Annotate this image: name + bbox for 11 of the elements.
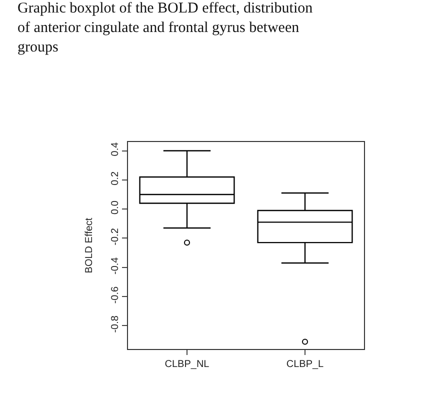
y-tick-label: -0.2 bbox=[110, 228, 121, 246]
y-tick-label: -0.8 bbox=[110, 315, 121, 333]
y-tick-label: 0.0 bbox=[110, 200, 121, 215]
y-tick-label: 0.2 bbox=[110, 171, 121, 186]
y-axis-title: BOLD Effect bbox=[84, 218, 95, 274]
y-tick-label: -0.6 bbox=[110, 286, 121, 304]
y-tick-label: -0.4 bbox=[110, 256, 121, 274]
y-tick-label: 0.4 bbox=[110, 142, 121, 156]
x-tick-label: CLBP_NL bbox=[164, 359, 210, 370]
x-tick-label: CLBP_L bbox=[286, 359, 324, 370]
chart-title: Graphic boxplot of the BOLD effect, distribution of anterior cingulate and frontal gyrus between groups bbox=[18, 0, 314, 56]
